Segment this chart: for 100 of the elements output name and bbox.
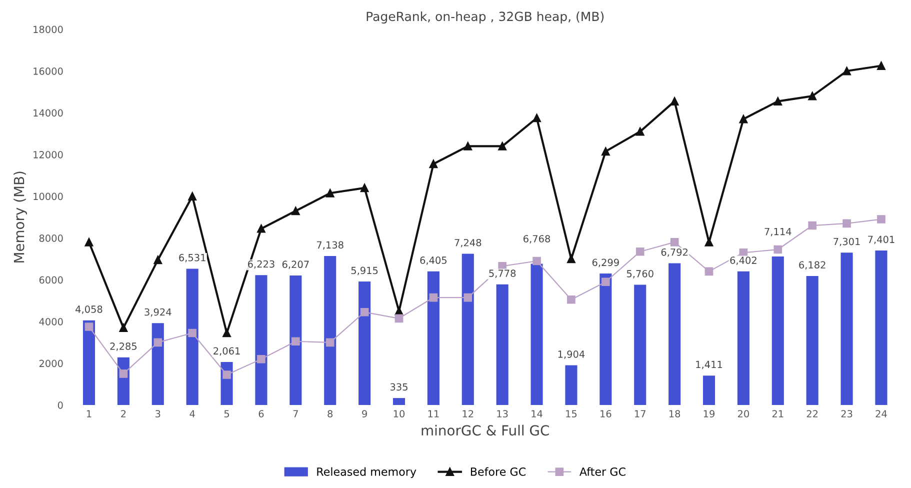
point: [257, 354, 266, 364]
point: [808, 221, 816, 230]
point: [188, 192, 196, 200]
legend-label: After GC: [580, 467, 626, 476]
y-tick-label: 2000: [39, 360, 63, 368]
point: [360, 308, 369, 316]
data-label: 7,114: [764, 228, 792, 236]
bar: [530, 264, 543, 406]
data-label: 7,138: [316, 241, 344, 250]
y-axis-title: Memory (MB): [14, 172, 27, 262]
x-tick-label: 1: [86, 410, 92, 418]
bar: [82, 320, 96, 406]
point: [498, 142, 506, 150]
point: [154, 338, 162, 347]
point: [532, 256, 541, 266]
point: [670, 97, 679, 106]
bar: [702, 376, 716, 406]
point: [84, 322, 94, 331]
x-tick-label: 23: [841, 410, 852, 418]
x-tick-label: 2: [121, 410, 126, 418]
data-label: 6,792: [661, 248, 688, 257]
data-label: 6,768: [524, 235, 550, 244]
x-tick-label: 21: [772, 410, 784, 418]
data-label: 6,531: [179, 254, 206, 262]
bar: [668, 263, 681, 406]
x-tick-label: 17: [634, 410, 646, 418]
point: [84, 238, 94, 246]
legend-label: Before GC: [470, 467, 526, 476]
data-label: 6,182: [799, 261, 826, 270]
point: [119, 370, 128, 378]
x-axis-title: minorGC & Full GC: [422, 424, 549, 436]
point: [360, 184, 369, 192]
bar: [392, 398, 406, 406]
point: [704, 267, 714, 276]
legend-label: Released memory: [317, 467, 416, 478]
bar: [772, 256, 784, 406]
y-tick-label: 8000: [39, 234, 63, 242]
y-tick-label: 16000: [34, 68, 63, 75]
bar: [806, 276, 818, 406]
bar: [840, 252, 853, 406]
point: [394, 314, 404, 323]
x-tick-label: 13: [497, 410, 508, 418]
data-label: 6,299: [592, 258, 619, 268]
point: [429, 293, 438, 302]
y-tick-label: 10000: [34, 192, 63, 200]
point: [704, 238, 714, 246]
x-tick-label: 11: [428, 410, 439, 418]
x-tick-label: 9: [362, 410, 367, 418]
point: [532, 114, 541, 122]
chart-title: PageRank, on-heap , 32GB heap, (MB): [366, 11, 604, 24]
data-label: 6,207: [282, 260, 309, 270]
data-label: 5,778: [489, 270, 516, 278]
x-tick-label: 8: [328, 410, 333, 418]
bar: [600, 274, 612, 406]
point: [808, 92, 816, 100]
point: [291, 206, 300, 216]
point: [877, 215, 886, 224]
bar: [152, 323, 164, 406]
data-label: 1,904: [558, 350, 585, 359]
point: [222, 328, 231, 338]
bar: [324, 256, 336, 406]
x-tick-label: 10: [394, 410, 405, 418]
x-tick-label: 20: [738, 410, 749, 418]
bar: [427, 271, 440, 406]
bar: [462, 254, 474, 406]
point: [291, 337, 300, 346]
y-tick-label: 4000: [39, 318, 63, 326]
point: [774, 97, 782, 106]
point: [464, 293, 472, 302]
point: [636, 247, 644, 256]
x-tick-label: 18: [669, 410, 680, 418]
y-tick-label: 18000: [34, 26, 63, 34]
x-tick-label: 16: [600, 410, 612, 418]
point: [119, 324, 128, 332]
data-label: 2,061: [214, 347, 240, 356]
point: [257, 224, 266, 233]
x-tick-label: 24: [876, 410, 887, 418]
data-label: 6,402: [730, 256, 756, 265]
data-label: 7,401: [868, 236, 894, 244]
point: [464, 142, 472, 150]
x-tick-label: 6: [258, 410, 264, 418]
bar: [290, 275, 302, 406]
y-tick-label: 14000: [34, 109, 63, 117]
data-label: 5,760: [626, 270, 654, 278]
y-tick-label: 12000: [34, 151, 63, 158]
point: [842, 66, 851, 76]
data-label: 6,405: [420, 256, 447, 265]
x-tick-label: 14: [532, 410, 542, 418]
point: [842, 219, 851, 228]
point: [774, 245, 782, 254]
x-tick-label: 4: [190, 410, 195, 418]
bar: [565, 365, 578, 406]
bar: [358, 282, 371, 406]
y-tick-label: 0: [58, 402, 63, 409]
data-label: 6,223: [248, 260, 274, 269]
x-tick-label: 5: [224, 410, 230, 418]
point: [429, 160, 438, 168]
point: [739, 114, 748, 124]
x-tick-label: 19: [704, 410, 714, 418]
data-label: 335: [390, 383, 408, 391]
